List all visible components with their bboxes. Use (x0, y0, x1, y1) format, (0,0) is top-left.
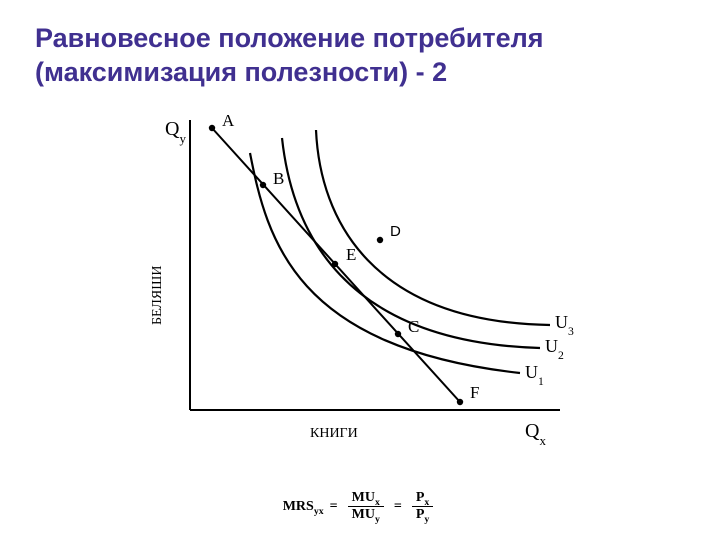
y-axis-title: БЕЛЯШИ (150, 266, 166, 325)
point-d (377, 237, 383, 243)
point-label-c: C (408, 317, 419, 336)
point-label-f: F (470, 383, 479, 402)
point-label-e: E (346, 245, 356, 264)
formula-mrs: MRSyx (283, 499, 324, 514)
formula-frac2: PxPy (408, 499, 437, 514)
formula-frac1: MUxMUy (344, 499, 388, 514)
equilibrium-chart: Qy Qx КНИГИ U1U2U3 A B E D C F БЕЛЯШИ (120, 90, 600, 450)
point-e (332, 261, 338, 267)
point-label-a: A (222, 111, 235, 130)
point-b (260, 182, 266, 188)
mrs-formula: MRSyx=MUxMUy=PxPy (0, 491, 720, 522)
chart-svg: Qy Qx КНИГИ U1U2U3 A B E D C F (120, 90, 600, 450)
curve-label-u1: U1 (525, 362, 544, 388)
y-axis-label: Qy (165, 118, 186, 146)
x-axis-label: Qx (525, 420, 546, 448)
curve-label-u2: U2 (545, 336, 564, 362)
indifference-curve-u3 (316, 130, 550, 325)
curve-label-u3: U3 (555, 312, 574, 338)
formula-eq2: = (388, 499, 408, 514)
formula-eq1: = (324, 499, 344, 514)
slide-title: Равновесное положение потребителя (макси… (35, 22, 685, 90)
point-label-d: D (390, 223, 401, 240)
point-f (457, 399, 463, 405)
point-a (209, 125, 215, 131)
x-axis-title: КНИГИ (310, 426, 358, 441)
point-c (395, 331, 401, 337)
point-label-b: B (273, 169, 284, 188)
